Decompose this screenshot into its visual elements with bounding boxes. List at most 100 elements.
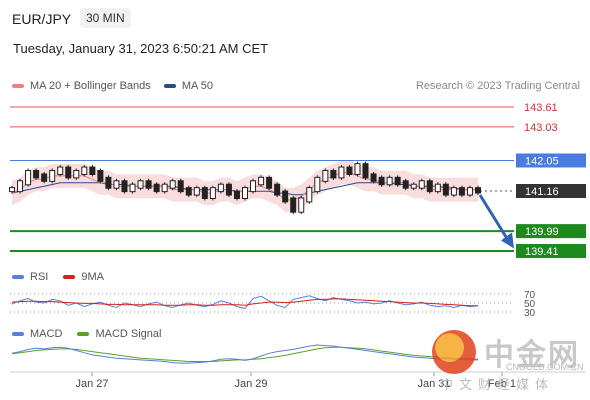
price-candle <box>322 169 329 182</box>
chart-header: EUR/JPY 30 MIN <box>0 0 590 36</box>
rsi-level-label: 30 <box>524 308 536 319</box>
price-candle <box>354 163 361 175</box>
price-candle <box>242 187 248 199</box>
resistance-label: 143.03 <box>524 122 558 134</box>
timestamp: Tuesday, January 31, 2023 6:50:21 AM CET <box>13 41 269 56</box>
price-candle <box>217 183 224 193</box>
last-price-label: 141.16 <box>525 186 559 198</box>
research-credit: Research © 2023 Trading Central <box>415 80 580 92</box>
price-candle <box>105 176 112 189</box>
price-candle <box>466 187 473 196</box>
pivot-label: 142.05 <box>525 155 559 167</box>
macd-signal-line <box>11 346 479 362</box>
legend-label: MACD Signal <box>95 328 162 340</box>
x-tick-label: Jan 27 <box>75 378 108 390</box>
support-tag <box>516 244 586 258</box>
symbol-title: EUR/JPY <box>12 11 72 27</box>
legend-item-9ma: 9MA <box>63 271 104 283</box>
timeframe-badge[interactable]: 30 MIN <box>80 8 131 28</box>
price-candle <box>266 176 273 189</box>
price-candle <box>362 163 369 179</box>
price-candle <box>113 180 120 189</box>
price-candle <box>121 180 128 193</box>
legend-label: MA 50 <box>181 80 214 92</box>
resistance-label: 143.61 <box>524 102 558 114</box>
price-candle <box>201 187 208 199</box>
main-legend: MA 20 + Bollinger Bands MA 50 <box>12 80 213 92</box>
support-label: 139.41 <box>525 246 559 258</box>
price-candle <box>250 180 257 193</box>
price-candle <box>346 166 353 175</box>
price-candle <box>81 166 88 175</box>
price-candle <box>49 169 56 182</box>
rsi-level-label: 70 <box>524 290 536 301</box>
price-candle <box>137 180 144 189</box>
price-candle <box>209 187 216 199</box>
price-candle <box>129 183 136 193</box>
legend-item-macd-signal: MACD Signal <box>77 328 161 340</box>
support-tag <box>516 224 586 239</box>
price-candle <box>370 173 377 182</box>
price-candle <box>426 180 433 193</box>
price-candle <box>57 166 64 175</box>
price-candle <box>442 183 449 196</box>
legend-label: MA 20 + Bollinger Bands <box>30 80 151 92</box>
support-label: 139.99 <box>525 226 559 238</box>
price-candle <box>330 169 337 179</box>
price-candle <box>386 176 393 186</box>
last-price-tag <box>516 184 586 198</box>
legend-label: RSI <box>30 271 49 283</box>
price-candle <box>298 197 305 213</box>
price-candle <box>378 176 385 186</box>
legend-item-ma50: MA 50 <box>163 80 214 92</box>
forecast-arrow-head <box>501 232 514 249</box>
price-candle <box>233 190 240 199</box>
price-candle <box>306 187 313 203</box>
price-candle <box>450 187 457 196</box>
price-candle <box>169 180 176 189</box>
price-candle <box>17 180 24 193</box>
price-candle <box>434 183 441 193</box>
x-tick-label: Jan 31 <box>417 378 450 390</box>
price-candle <box>65 166 72 179</box>
price-candle <box>274 183 281 196</box>
price-candle <box>25 169 32 186</box>
price-candle <box>9 187 15 193</box>
macd-legend: MACD MACD Signal <box>12 328 161 340</box>
price-candle <box>73 169 80 179</box>
price-candle <box>161 183 168 193</box>
macd-line <box>11 344 478 364</box>
forecast-arrow-line <box>478 194 509 240</box>
price-candle <box>282 190 289 203</box>
pivot-tag <box>516 153 586 168</box>
price-candle <box>225 183 232 196</box>
price-candle <box>41 173 48 182</box>
legend-label: 9MA <box>81 271 105 283</box>
legend-item-macd: MACD <box>12 328 62 340</box>
x-tick-label: Jan 29 <box>234 378 267 390</box>
price-candle <box>290 197 297 213</box>
price-candle <box>394 176 401 186</box>
price-candle <box>258 176 265 186</box>
legend-item-bollinger: MA 20 + Bollinger Bands <box>12 80 151 92</box>
legend-label: MACD <box>30 328 63 340</box>
price-candle <box>338 166 345 179</box>
price-candle <box>33 169 40 179</box>
price-candle <box>89 166 96 175</box>
rsi-legend: RSI 9MA <box>12 271 104 283</box>
rsi-line <box>11 295 479 309</box>
price-candle <box>185 187 192 196</box>
price-candle <box>475 187 481 194</box>
price-candle <box>145 180 152 189</box>
price-candle <box>410 183 417 189</box>
price-candle <box>193 187 200 196</box>
price-candle <box>97 169 104 182</box>
x-tick-label: Feb 1 <box>488 378 516 390</box>
price-candle <box>418 180 425 189</box>
rsi-ma9-line <box>11 298 478 307</box>
price-candle <box>458 187 465 196</box>
rsi-level-label: 50 <box>524 299 536 310</box>
price-candle <box>402 180 409 189</box>
price-candle <box>153 183 160 193</box>
